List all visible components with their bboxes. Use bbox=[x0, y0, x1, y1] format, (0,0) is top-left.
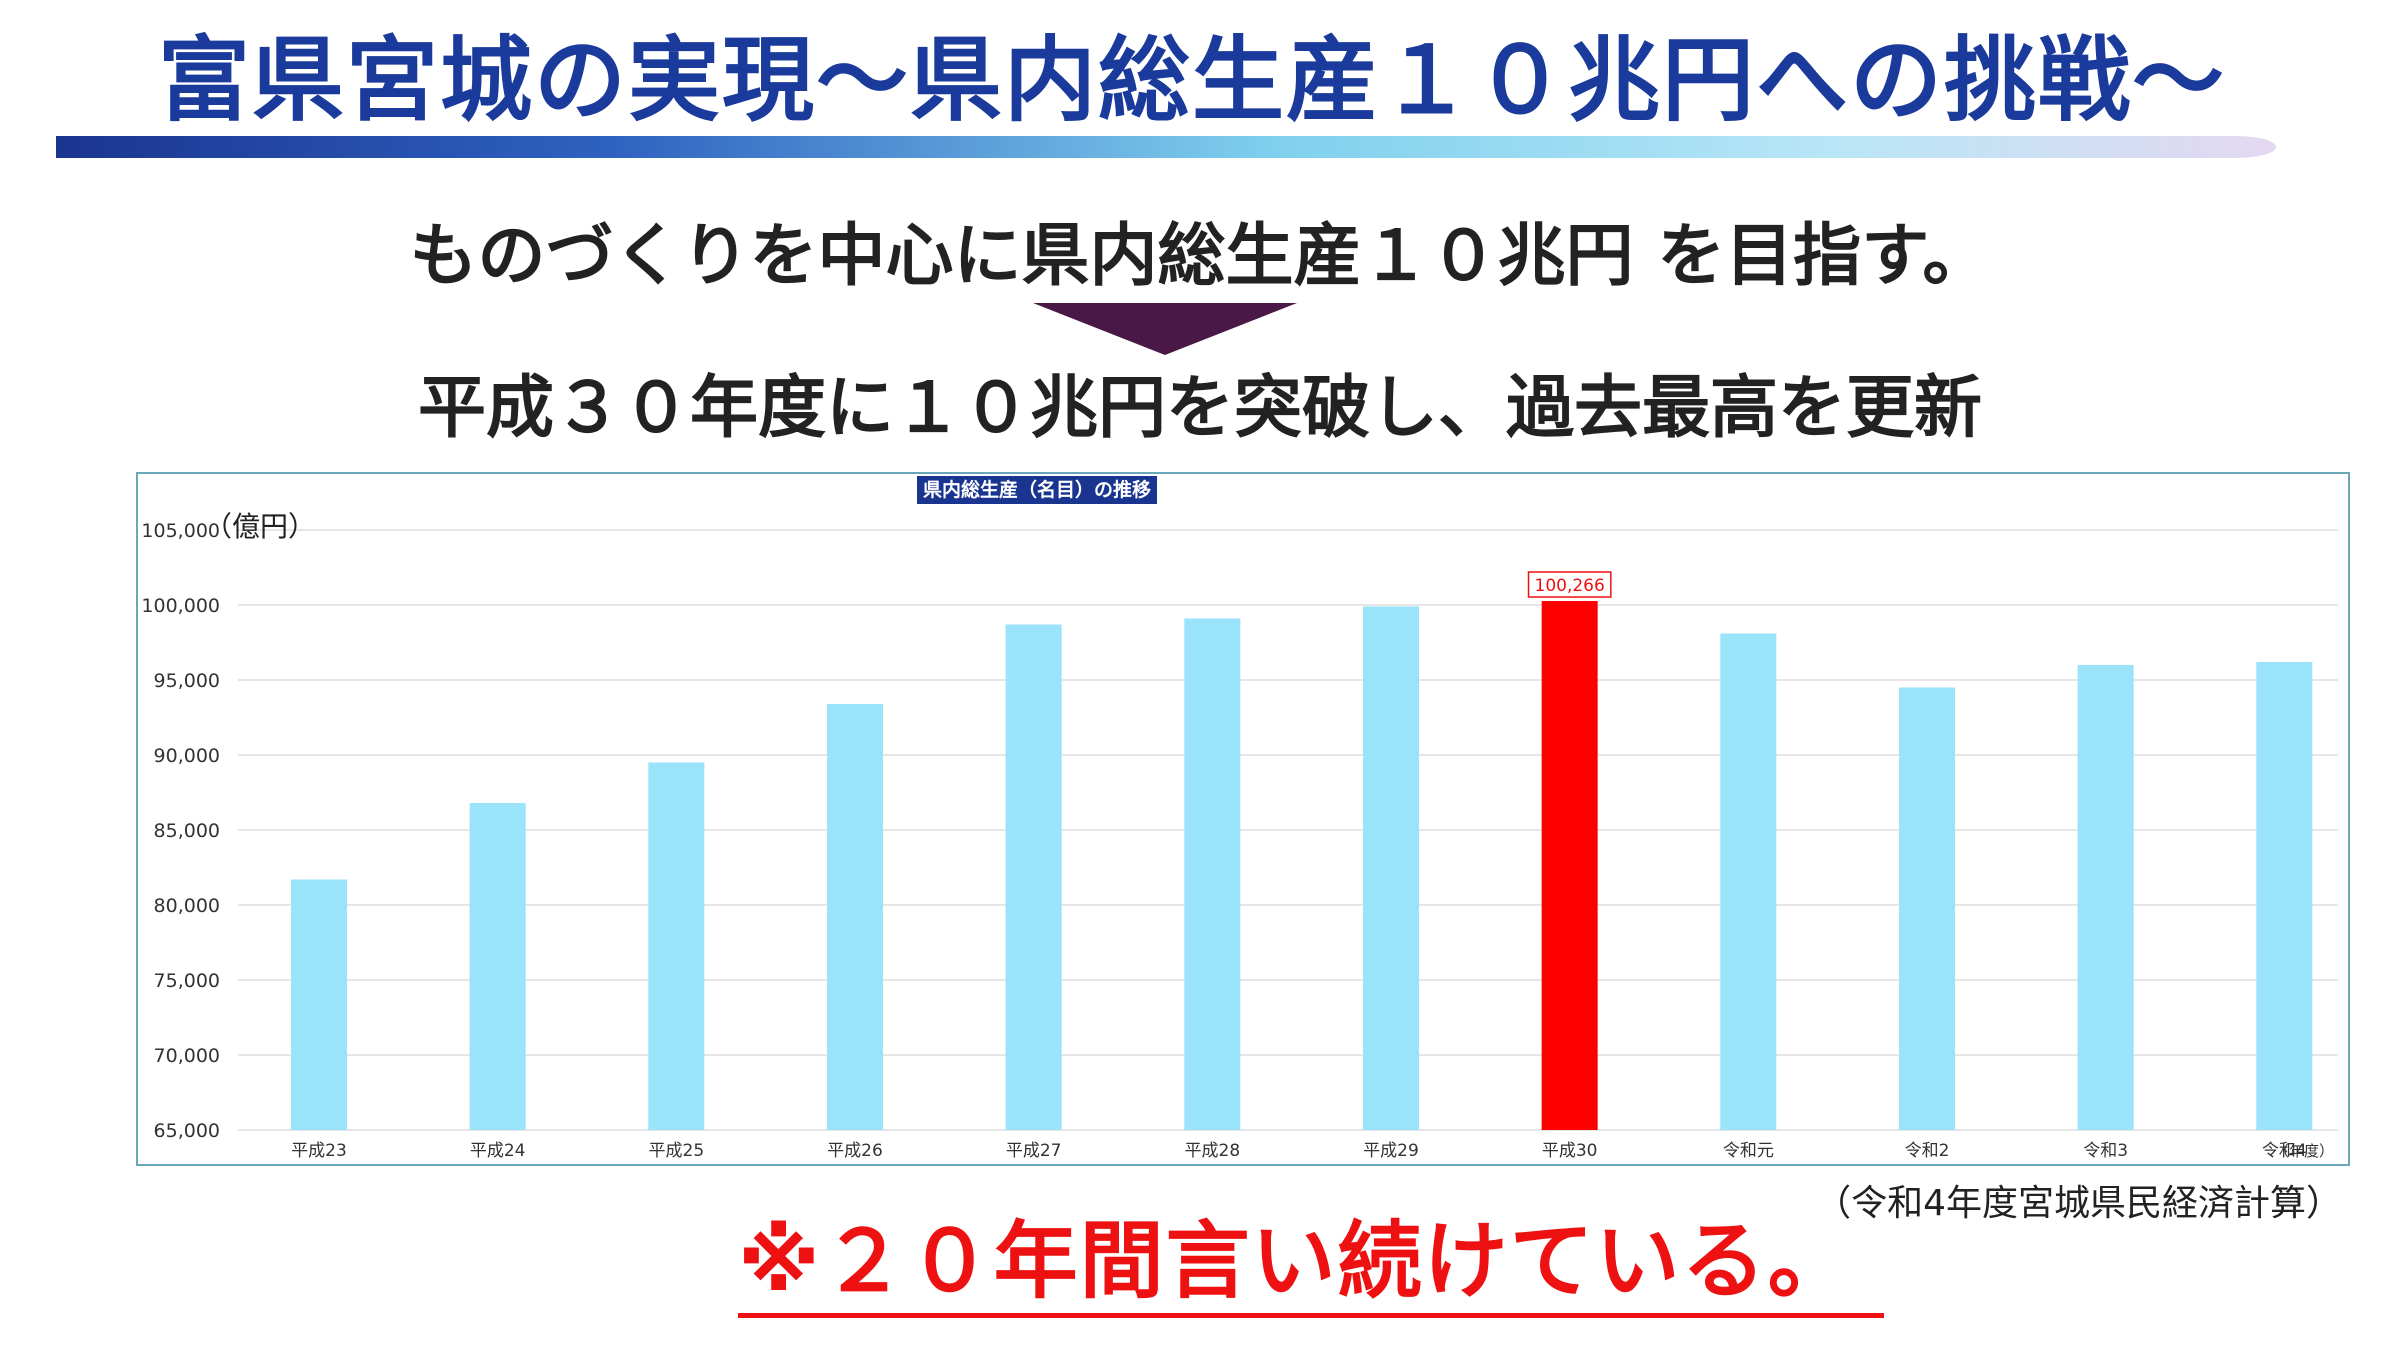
achievement-statement: 平成３０年度に１０兆円を突破し、過去最高を更新 bbox=[417, 369, 1982, 448]
bar bbox=[1005, 624, 1062, 1130]
x-tick-label: 平成26 bbox=[827, 1141, 883, 1161]
bar bbox=[1363, 606, 1419, 1130]
emphasis-note: ※２０年間言い続けている。 bbox=[738, 1212, 1884, 1319]
bar bbox=[1899, 687, 1955, 1130]
y-tick-label: 80,000 bbox=[154, 895, 220, 917]
x-tick-label: 平成29 bbox=[1363, 1141, 1419, 1161]
chart-title-background bbox=[917, 476, 1158, 504]
source-note: （令和4年度宮城県民経済計算） bbox=[1815, 1183, 2342, 1224]
x-tick-label: 平成24 bbox=[470, 1141, 526, 1161]
gdp-bar-chart: 65,000 70,000 75,000 80,000 85,000 90,000 95,0… bbox=[136, 472, 2350, 1166]
chart-title: 県内総生産（名目）の推移 bbox=[923, 478, 1151, 501]
y-tick-label: 95,000 bbox=[154, 670, 220, 692]
y-tick-label: 90,000 bbox=[154, 745, 220, 767]
title-underline-bar bbox=[56, 136, 2276, 158]
y-tick-label: 105,000 bbox=[141, 520, 220, 542]
x-tick-label: 平成28 bbox=[1185, 1141, 1241, 1161]
data-label: 100,266 bbox=[1535, 576, 1605, 596]
page-title: 富県宮城の実現～県内総生産１０兆円への挑戦～ bbox=[158, 27, 2227, 134]
bar bbox=[1184, 618, 1241, 1130]
x-tick-label: 平成25 bbox=[649, 1141, 705, 1161]
down-arrow-icon bbox=[1033, 303, 1297, 355]
bar-highlight bbox=[1541, 601, 1598, 1130]
y-axis-unit-label: （億円） bbox=[204, 510, 316, 543]
bar bbox=[291, 879, 347, 1130]
y-tick-label: 65,000 bbox=[154, 1120, 220, 1142]
data-label-box bbox=[1527, 571, 1612, 598]
goal-statement: ものづくりを中心に県内総生産１０兆円 を目指す。 bbox=[409, 217, 1991, 296]
x-tick-label: 平成23 bbox=[291, 1141, 347, 1161]
bar bbox=[1720, 633, 1777, 1130]
bar bbox=[469, 803, 526, 1130]
x-tick-label: 平成27 bbox=[1006, 1141, 1062, 1161]
x-tick-label: 令和4 bbox=[2262, 1141, 2307, 1161]
x-tick-label: 令和元 bbox=[1723, 1141, 1774, 1161]
bar bbox=[2077, 665, 2134, 1130]
x-tick-label: 令和3 bbox=[2083, 1141, 2128, 1161]
y-tick-label: 75,000 bbox=[154, 970, 220, 992]
y-tick-label: 100,000 bbox=[141, 595, 220, 617]
x-tick-label: 令和2 bbox=[1905, 1141, 1950, 1161]
chart-canvas: 65,000 70,000 75,000 80,000 85,000 90,000 95,0… bbox=[141, 476, 2338, 1161]
bar bbox=[2256, 662, 2313, 1130]
x-axis-unit-label: （年度） bbox=[2274, 1142, 2334, 1160]
y-tick-label: 70,000 bbox=[154, 1045, 220, 1067]
y-tick-label: 85,000 bbox=[154, 820, 220, 842]
bar bbox=[648, 762, 705, 1130]
x-tick-label: 平成30 bbox=[1542, 1141, 1598, 1161]
bar bbox=[827, 704, 883, 1130]
